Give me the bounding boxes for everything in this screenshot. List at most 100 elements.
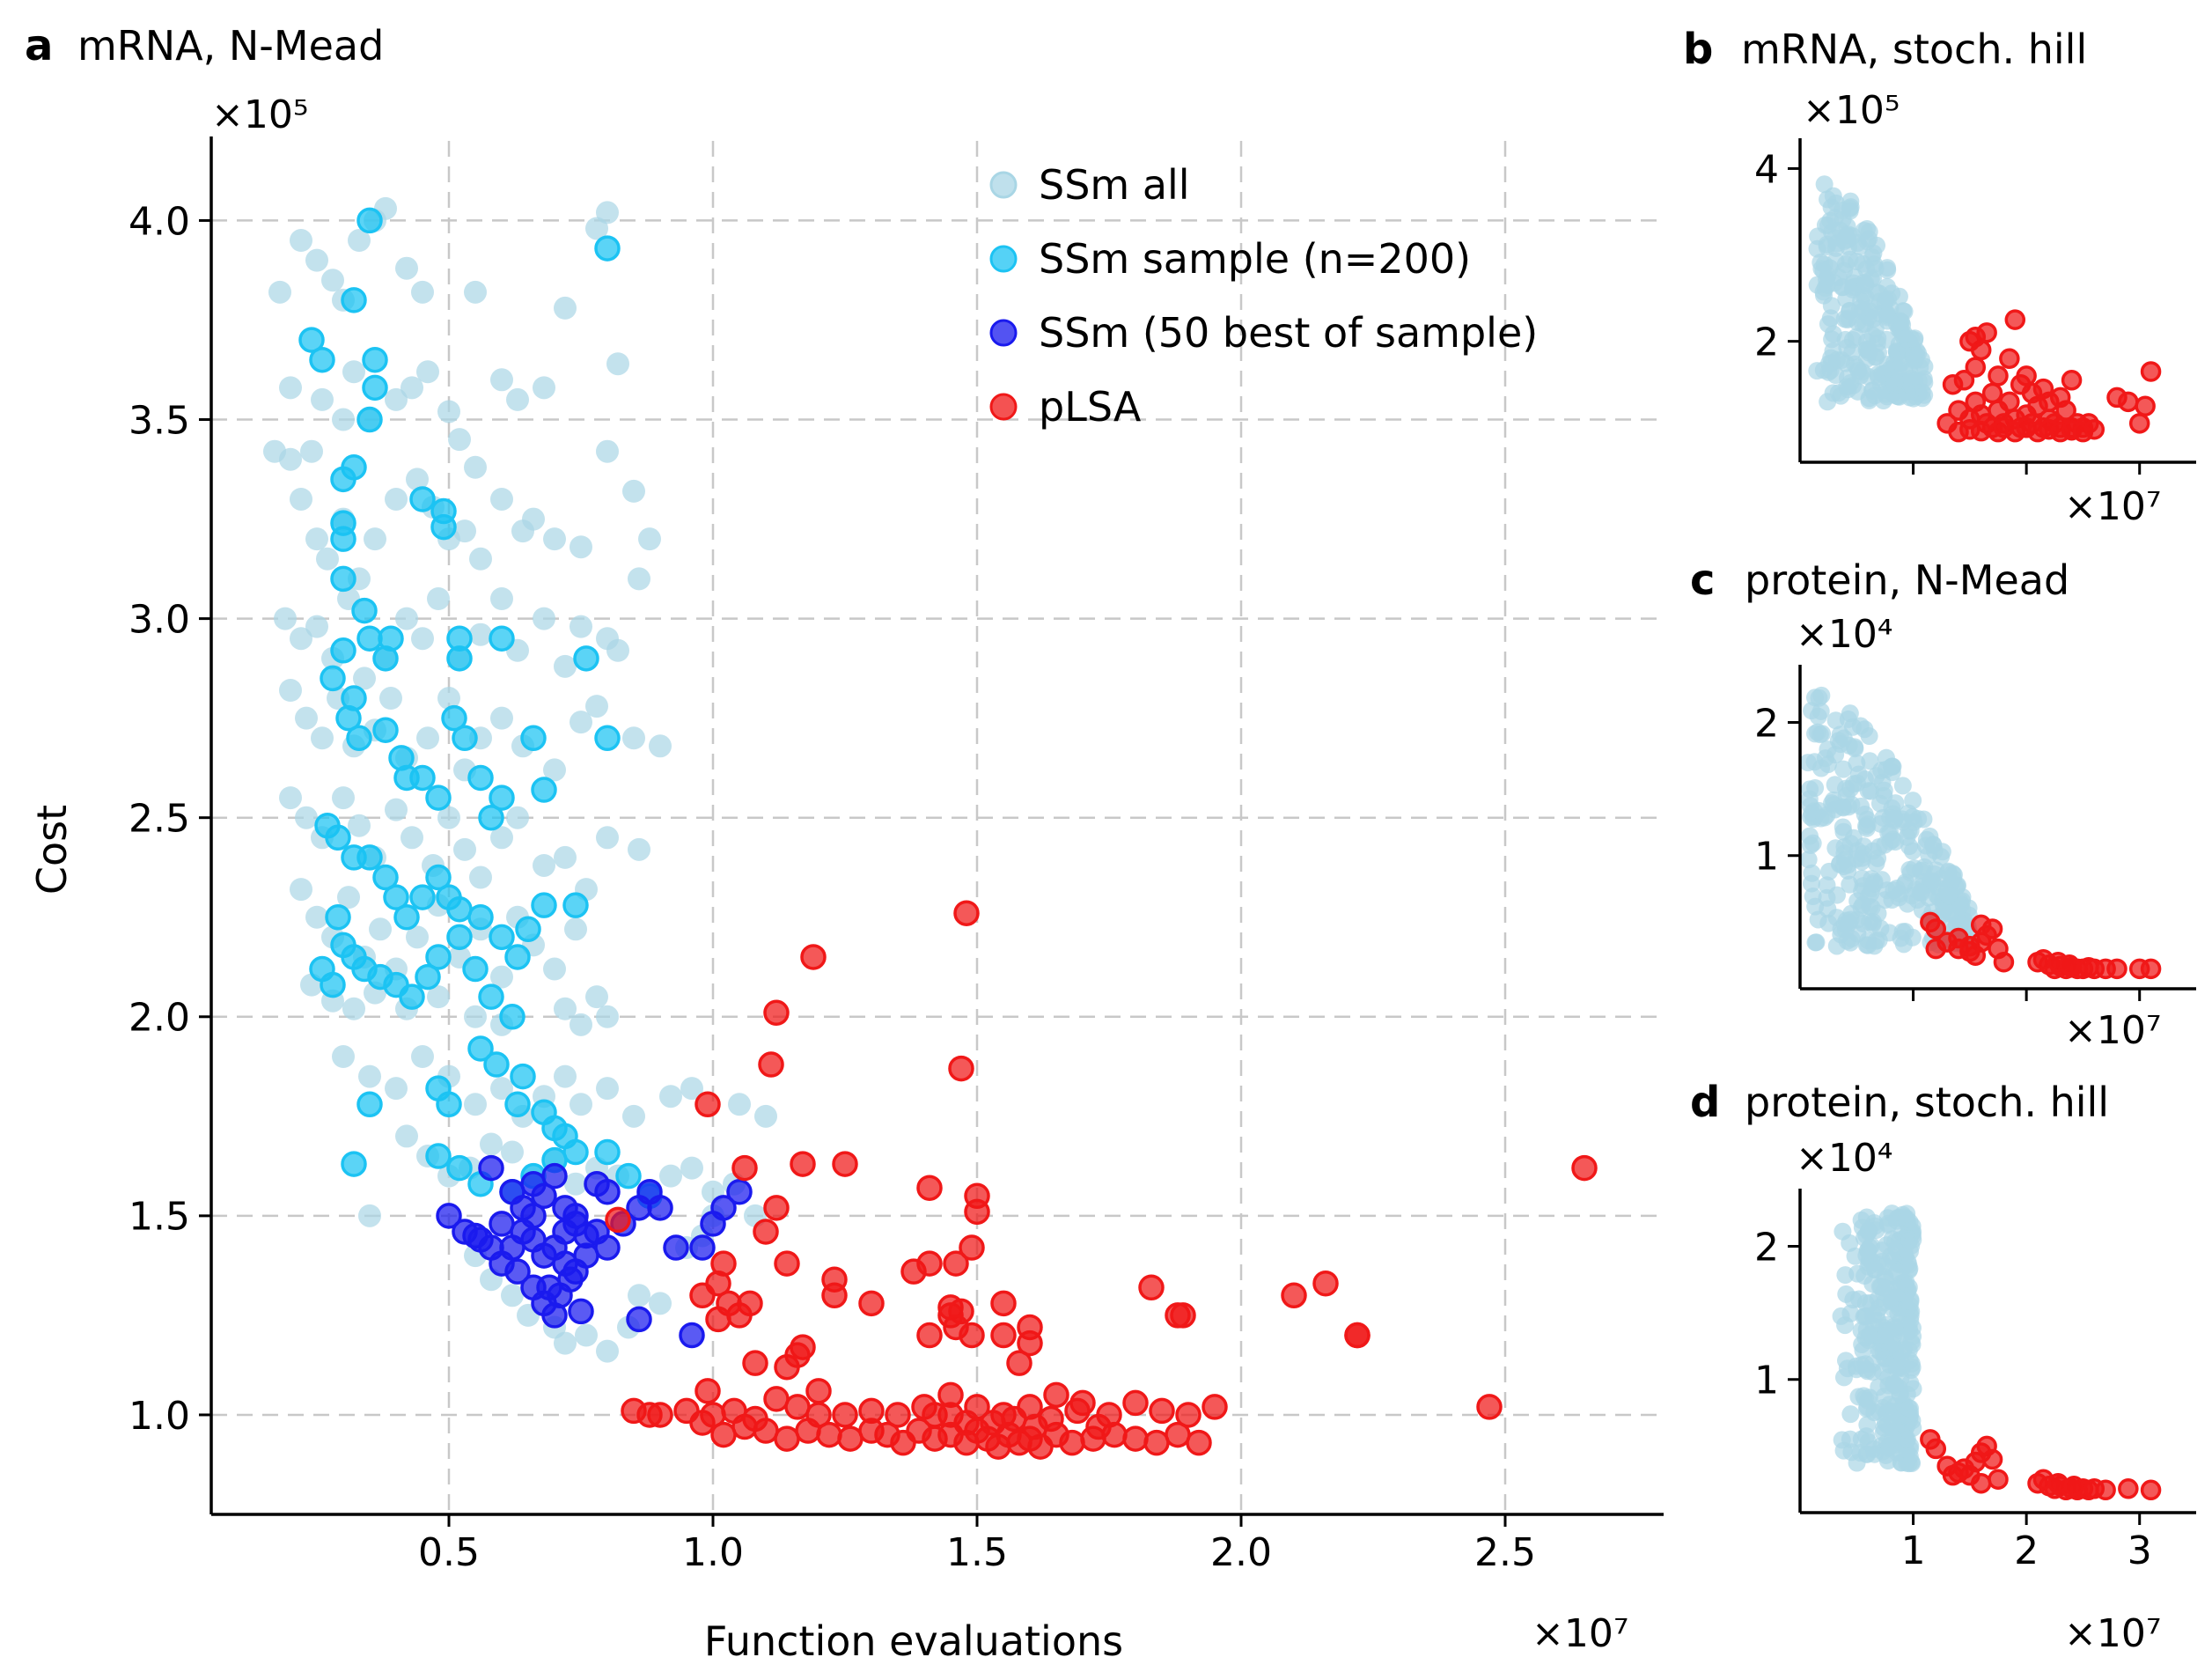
panel-b-x-multiplier: ×10⁷ bbox=[2064, 484, 2162, 529]
a-point-ssm-sample bbox=[446, 895, 473, 923]
a-x-tick-label: 2.5 bbox=[1474, 1530, 1536, 1575]
a-point-ssm-all bbox=[628, 567, 650, 591]
c-point-ssm-all bbox=[1826, 839, 1845, 858]
a-point-plsa bbox=[832, 1151, 858, 1177]
a-point-ssm-sample bbox=[531, 777, 557, 803]
c-point-ssm-all bbox=[1871, 919, 1890, 938]
legend: SSm all SSm sample (n=200) SSm (50 best … bbox=[989, 161, 1538, 431]
a-point-ssm-best bbox=[541, 1302, 568, 1329]
a-point-ssm-sample bbox=[573, 645, 599, 672]
a-series-ssm-sample bbox=[298, 207, 663, 1210]
a-point-plsa bbox=[800, 944, 827, 970]
a-x-tick-label: 2.0 bbox=[1210, 1530, 1272, 1575]
d-point-plsa bbox=[2140, 1479, 2162, 1501]
a-point-plsa bbox=[990, 1322, 1017, 1349]
a-point-ssm-all bbox=[427, 985, 450, 1009]
a-point-plsa bbox=[784, 1394, 811, 1420]
legend-label-ssm-all: SSm all bbox=[1039, 161, 1190, 209]
a-point-ssm-best bbox=[689, 1234, 716, 1261]
d-point-ssm-all bbox=[1841, 1234, 1859, 1252]
a-point-ssm-all bbox=[290, 627, 312, 651]
panel-b-points bbox=[1808, 175, 2162, 443]
a-point-ssm-all bbox=[506, 806, 529, 829]
panel-c-ticks: 12 bbox=[1754, 701, 2142, 1001]
a-point-ssm-all bbox=[437, 687, 460, 711]
a-point-ssm-all bbox=[379, 687, 402, 711]
a-point-plsa bbox=[816, 1421, 842, 1448]
a-point-plsa bbox=[1149, 1397, 1175, 1425]
a-point-plsa bbox=[1175, 1402, 1202, 1428]
a-point-ssm-sample bbox=[483, 1051, 510, 1078]
a-point-plsa bbox=[790, 1151, 816, 1177]
c-point-ssm-all bbox=[1898, 828, 1916, 846]
a-point-ssm-best bbox=[436, 1203, 462, 1229]
panel-a-ticks: 0.5 1.0 1.5 2.0 2.5 1.0 1.5 2.0 2.5 3.0 3.5 4.0 bbox=[129, 199, 1536, 1575]
a-point-ssm-all bbox=[437, 400, 460, 424]
panel-letter-d: d bbox=[1690, 1078, 1720, 1127]
a-point-ssm-all bbox=[649, 734, 672, 758]
a-point-ssm-all bbox=[596, 1005, 619, 1028]
a-point-ssm-sample bbox=[478, 804, 504, 831]
a-point-ssm-all bbox=[406, 468, 429, 491]
d-point-ssm-all bbox=[1879, 1214, 1898, 1233]
a-point-plsa bbox=[1202, 1394, 1228, 1420]
a-point-plsa bbox=[1312, 1270, 1339, 1297]
panel-c-title: protein, N-Mead bbox=[1745, 556, 2069, 604]
b-point-ssm-all bbox=[1816, 216, 1834, 234]
a-point-plsa bbox=[1064, 1397, 1091, 1425]
b-point-plsa bbox=[2004, 309, 2026, 330]
a-point-ssm-all bbox=[385, 387, 408, 411]
a-point-ssm-sample bbox=[430, 513, 457, 541]
a-point-ssm-sample bbox=[489, 784, 515, 811]
d-point-plsa bbox=[2118, 1478, 2139, 1499]
d-point-ssm-all bbox=[1898, 1299, 1916, 1317]
a-point-ssm-best bbox=[562, 1203, 589, 1229]
a-point-ssm-sample bbox=[330, 565, 356, 593]
a-point-ssm-all bbox=[554, 997, 577, 1020]
c-point-plsa bbox=[1959, 935, 1981, 957]
b-point-plsa bbox=[1999, 348, 2020, 370]
a-point-plsa bbox=[922, 1402, 948, 1428]
a-y-tick-label: 1.5 bbox=[129, 1195, 190, 1240]
a-point-ssm-all bbox=[543, 758, 566, 782]
panel-b: b mRNA, stoch. hill ×10⁵ ×10⁷ 24 bbox=[1683, 25, 2196, 529]
d-point-plsa bbox=[1925, 1438, 1947, 1460]
a-point-ssm-sample bbox=[467, 1035, 494, 1062]
a-point-ssm-all bbox=[622, 726, 645, 750]
a-point-ssm-sample bbox=[409, 486, 436, 512]
a-point-ssm-sample bbox=[351, 597, 378, 624]
a-point-ssm-all bbox=[464, 1005, 487, 1028]
panel-letter-b: b bbox=[1683, 25, 1713, 74]
c-point-ssm-all bbox=[1853, 852, 1871, 871]
a-point-plsa bbox=[1038, 1405, 1064, 1433]
d-point-ssm-all bbox=[1900, 1447, 1919, 1466]
a-point-plsa bbox=[763, 999, 790, 1027]
c-point-ssm-all bbox=[1818, 876, 1836, 895]
c-point-ssm-all bbox=[1893, 923, 1912, 941]
a-point-plsa bbox=[916, 1175, 943, 1201]
b-point-ssm-all bbox=[1829, 384, 1848, 402]
a-point-ssm-sample bbox=[425, 864, 452, 891]
a-series-ssm-best bbox=[436, 1154, 753, 1349]
a-point-ssm-all bbox=[453, 837, 476, 861]
a-point-ssm-sample bbox=[531, 892, 557, 918]
a-point-ssm-all bbox=[300, 439, 323, 463]
a-point-ssm-sample bbox=[562, 892, 589, 918]
a-point-plsa bbox=[916, 1322, 943, 1349]
a-point-ssm-all bbox=[411, 627, 434, 651]
a-point-plsa bbox=[784, 1342, 811, 1368]
legend-label-ssm-best: SSm (50 best of sample) bbox=[1039, 309, 1538, 357]
c-point-plsa bbox=[1993, 952, 2015, 973]
a-point-ssm-sample bbox=[436, 1091, 462, 1118]
a-point-ssm-best bbox=[594, 1178, 621, 1205]
b-point-ssm-all bbox=[1843, 343, 1862, 362]
c-point-ssm-all bbox=[1951, 897, 1969, 916]
a-point-plsa bbox=[742, 1405, 768, 1433]
a-point-plsa bbox=[1476, 1394, 1503, 1420]
a-point-ssm-sample bbox=[356, 844, 383, 871]
a-point-plsa bbox=[1085, 1413, 1112, 1440]
a-point-ssm-all bbox=[490, 965, 513, 989]
a-point-ssm-all bbox=[596, 826, 619, 850]
a-y-tick-label: 2.5 bbox=[129, 797, 190, 842]
panel-a-axes bbox=[209, 136, 1664, 1516]
